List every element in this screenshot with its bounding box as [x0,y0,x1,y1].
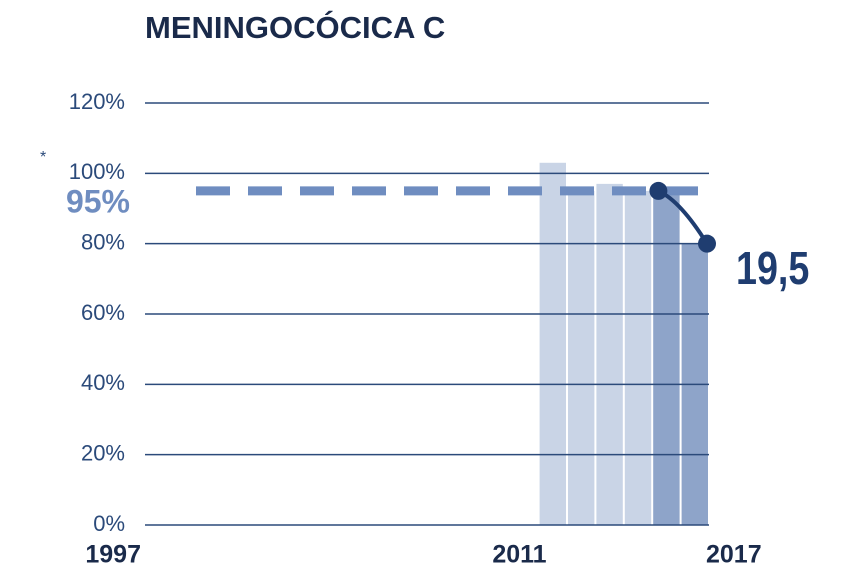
bar [624,190,652,525]
bar [653,190,680,525]
x-tick-label: 2011 [492,541,546,569]
y-tick-label: 120% [69,89,125,114]
trend-point [698,234,716,253]
bar [568,190,595,525]
y-tick-label: 60% [81,300,125,325]
chart-title: MENINGOCÓCICA C [145,9,445,45]
annotation: 19,5 [736,243,809,294]
y-tick-label: 80% [81,229,125,254]
x-tick-label: 1997 [85,541,141,569]
y-tick-label: 100% [69,159,125,184]
bar [596,183,623,525]
trend-point [649,181,668,200]
x-tick-label: 2017 [706,541,762,569]
target-label: 95% [66,183,130,219]
y-tick-label: 40% [81,370,125,395]
bar [539,162,566,526]
annotation: * [40,149,46,166]
y-tick-label: 20% [81,440,125,465]
y-tick-label: 0% [93,511,125,536]
